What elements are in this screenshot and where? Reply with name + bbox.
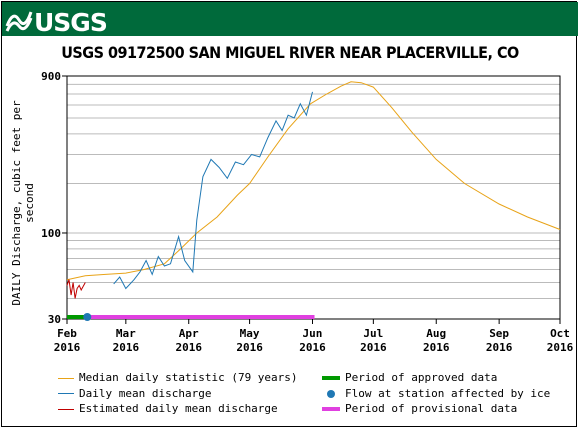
usgs-logo-icon	[5, 11, 33, 32]
x-tick-year-label: 2016	[54, 341, 81, 354]
x-tick-year-label: 2016	[360, 341, 387, 354]
x-tick-month-label: Feb	[57, 327, 77, 340]
legend-swatch	[322, 407, 340, 411]
series-line-1	[113, 91, 313, 290]
x-tick-month-label: Oct	[550, 327, 570, 340]
x-tick-year-label: 2016	[423, 341, 450, 354]
legend-label: Median daily statistic (79 years)	[79, 371, 298, 384]
legend-swatch	[58, 393, 74, 394]
legend-item: Estimated daily mean discharge	[58, 402, 278, 415]
legend-item: Median daily statistic (79 years)	[58, 371, 298, 384]
series-line-0	[66, 81, 561, 281]
x-tick-year-label: 2016	[486, 341, 513, 354]
legend-label: Estimated daily mean discharge	[79, 402, 278, 415]
legend-swatch	[58, 377, 74, 379]
chart-title: USGS 09172500 SAN MIGUEL RIVER NEAR PLAC…	[61, 43, 519, 62]
x-tick-year-label: 2016	[299, 341, 326, 354]
ice-marker	[83, 313, 92, 321]
x-tick-month-label: Mar	[116, 327, 136, 340]
x-tick-month-label: Aug	[426, 327, 446, 340]
series-line-2	[66, 279, 86, 299]
legend-item: Daily mean discharge	[58, 387, 211, 400]
x-tick-year-label: 2016	[113, 341, 140, 354]
x-tick-month-label: May	[240, 327, 260, 340]
usgs-logo-text: USGS	[34, 8, 108, 37]
y-tick-label: 100	[41, 227, 61, 240]
x-tick-year-label: 2016	[175, 341, 202, 354]
x-tick-month-label: Jul	[363, 327, 383, 340]
x-tick-month-label: Apr	[179, 327, 199, 340]
y-tick-label: 900	[41, 70, 61, 83]
period-bar-0	[67, 315, 86, 319]
period-bar-1	[85, 315, 315, 319]
legend-label: Flow at station affected by ice	[345, 386, 551, 400]
x-tick-year-label: 2016	[236, 341, 263, 354]
y-tick-label: 30	[48, 313, 61, 326]
legend-item: Flow at station affected by ice	[322, 387, 550, 400]
legend-swatch	[58, 408, 74, 410]
x-tick-month-label: Jun	[303, 327, 323, 340]
legend-swatch	[327, 389, 335, 398]
legend-swatch	[322, 376, 340, 380]
usgs-banner: USGS	[2, 2, 578, 37]
legend-label: Period of provisional data	[345, 402, 518, 415]
legend-label: Period of approved data	[345, 371, 498, 384]
x-tick-year-label: 2016	[547, 341, 574, 354]
legend-item: Period of provisional data	[322, 402, 517, 415]
x-tick-month-label: Sep	[489, 327, 509, 340]
legend-label: Daily mean discharge	[79, 386, 212, 400]
legend-item: Period of approved data	[322, 371, 497, 384]
